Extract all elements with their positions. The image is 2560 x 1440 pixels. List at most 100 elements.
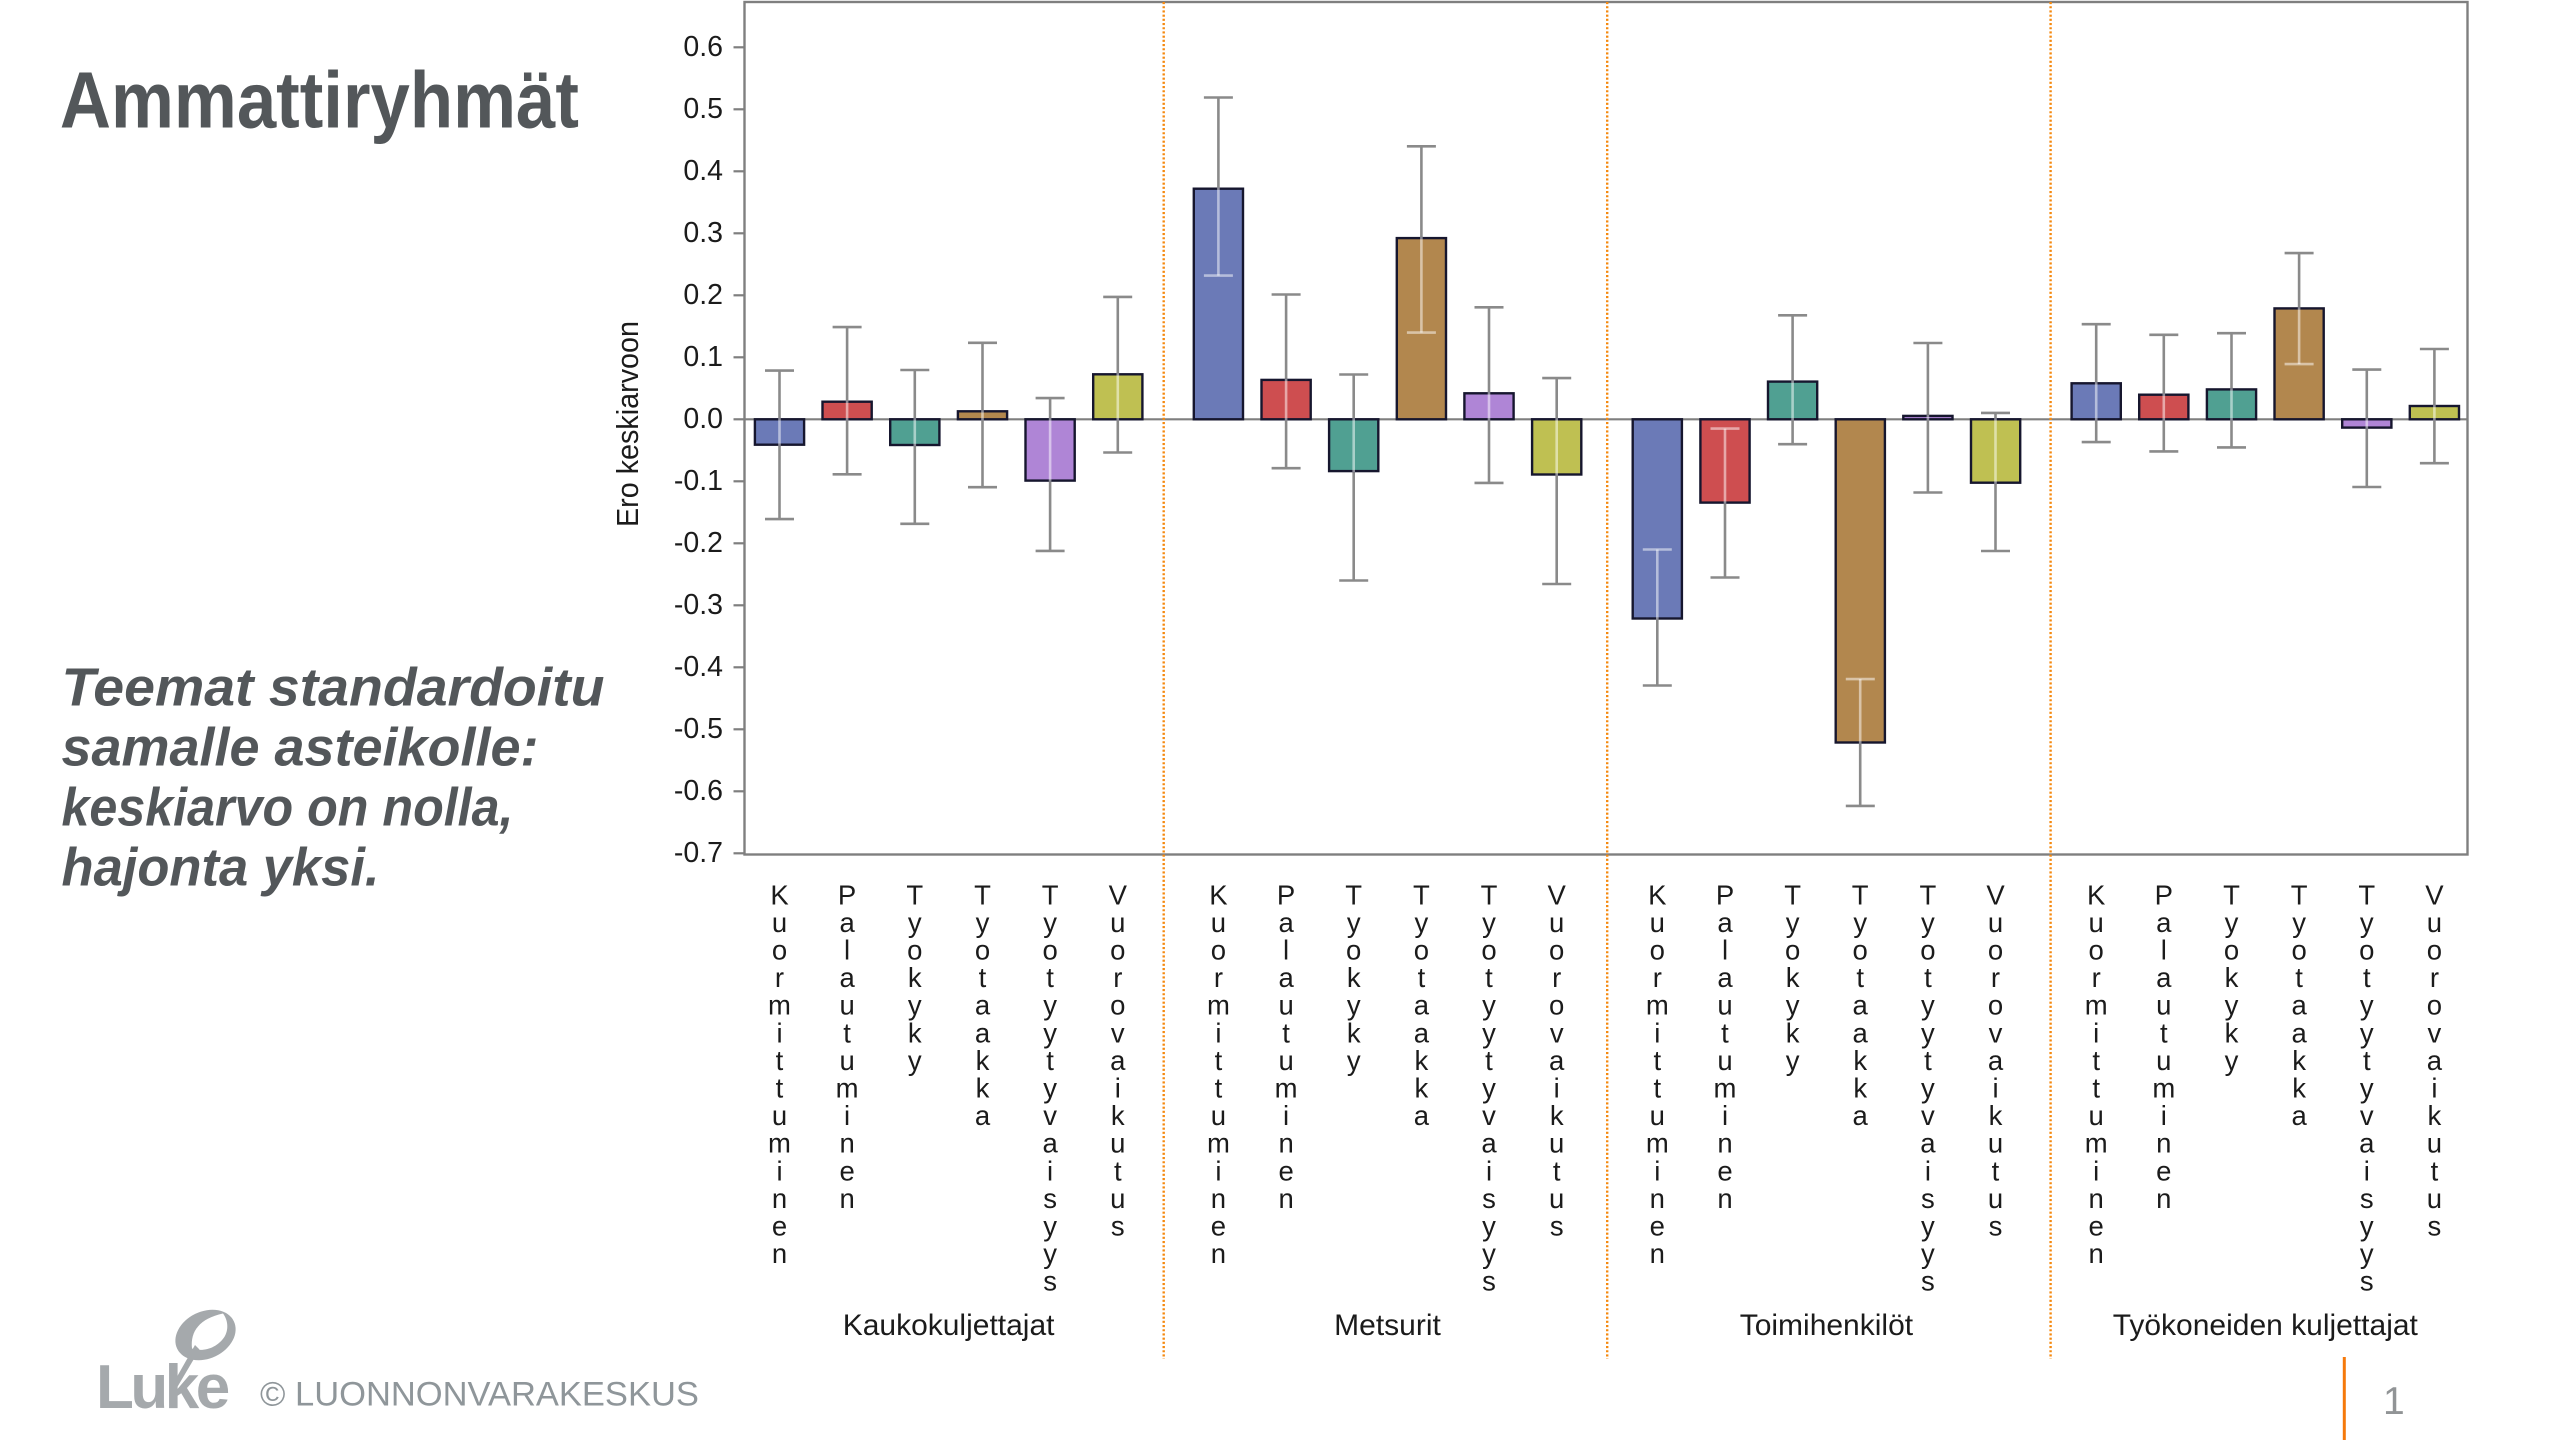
svg-text:k: k bbox=[908, 1017, 922, 1048]
svg-text:y: y bbox=[1921, 1211, 1935, 1242]
svg-text:o: o bbox=[1920, 935, 1935, 966]
svg-text:e: e bbox=[2089, 1211, 2104, 1242]
svg-text:y: y bbox=[1043, 990, 1057, 1021]
svg-text:s: s bbox=[1482, 1183, 1496, 1214]
svg-text:Kaukokuljettajat: Kaukokuljettajat bbox=[843, 1309, 1055, 1342]
svg-text:r: r bbox=[775, 962, 784, 993]
svg-text:a: a bbox=[1717, 962, 1733, 993]
svg-text:Luke: Luke bbox=[96, 1353, 229, 1422]
svg-text:-0.6: -0.6 bbox=[674, 775, 723, 807]
svg-text:y: y bbox=[1043, 907, 1057, 938]
svg-text:y: y bbox=[1482, 1017, 1496, 1048]
svg-text:t: t bbox=[1046, 962, 1054, 993]
svg-text:a: a bbox=[2291, 1100, 2307, 1131]
svg-text:u: u bbox=[2427, 1128, 2442, 1159]
svg-text:u: u bbox=[1549, 1183, 1564, 1214]
svg-text:t: t bbox=[1046, 1045, 1054, 1076]
svg-text:o: o bbox=[1481, 935, 1496, 966]
svg-text:y: y bbox=[2360, 1017, 2374, 1048]
svg-text:samalle asteikolle:: samalle asteikolle: bbox=[62, 717, 539, 777]
svg-text:V: V bbox=[2425, 879, 2444, 910]
svg-text:a: a bbox=[2291, 1017, 2307, 1048]
svg-text:u: u bbox=[1650, 907, 1665, 938]
svg-text:y: y bbox=[1921, 1238, 1935, 1269]
svg-text:e: e bbox=[1650, 1211, 1665, 1242]
svg-text:o: o bbox=[1785, 935, 1800, 966]
svg-text:t: t bbox=[2431, 1155, 2439, 1186]
svg-text:T: T bbox=[2223, 879, 2240, 910]
svg-text:t: t bbox=[776, 1073, 784, 1104]
svg-text:y: y bbox=[2360, 1211, 2374, 1242]
svg-text:a: a bbox=[1717, 907, 1733, 938]
svg-text:t: t bbox=[2092, 1045, 2100, 1076]
svg-text:y: y bbox=[1482, 1073, 1496, 1104]
svg-text:y: y bbox=[1786, 907, 1800, 938]
svg-text:k: k bbox=[2225, 1017, 2239, 1048]
svg-text:v: v bbox=[2428, 1017, 2442, 1048]
svg-text:0.3: 0.3 bbox=[683, 217, 723, 249]
svg-text:a: a bbox=[2359, 1128, 2375, 1159]
svg-text:t: t bbox=[843, 1017, 851, 1048]
svg-text:m: m bbox=[836, 1073, 859, 1104]
svg-text:u: u bbox=[1110, 907, 1125, 938]
svg-text:k: k bbox=[976, 1073, 990, 1104]
svg-text:0.5: 0.5 bbox=[683, 93, 723, 125]
svg-text:o: o bbox=[1549, 990, 1564, 1021]
svg-text:n: n bbox=[1211, 1238, 1226, 1269]
svg-text:k: k bbox=[908, 962, 922, 993]
svg-text:y: y bbox=[1482, 907, 1496, 938]
svg-text:T: T bbox=[1042, 879, 1059, 910]
svg-text:a: a bbox=[2291, 990, 2307, 1021]
svg-text:u: u bbox=[1988, 1183, 2003, 1214]
svg-text:V: V bbox=[1548, 879, 1567, 910]
svg-text:Työkoneiden kuljettajat: Työkoneiden kuljettajat bbox=[2113, 1309, 2419, 1342]
svg-text:y: y bbox=[1482, 1211, 1496, 1242]
svg-text:t: t bbox=[1418, 962, 1426, 993]
svg-text:t: t bbox=[2295, 962, 2303, 993]
svg-text:t: t bbox=[1992, 1155, 2000, 1186]
svg-text:y: y bbox=[908, 907, 922, 938]
svg-text:K: K bbox=[2087, 879, 2106, 910]
svg-text:u: u bbox=[1278, 990, 1293, 1021]
svg-text:y: y bbox=[1043, 1238, 1057, 1269]
svg-text:t: t bbox=[1721, 1017, 1729, 1048]
svg-text:K: K bbox=[770, 879, 789, 910]
svg-text:a: a bbox=[2427, 1045, 2443, 1076]
svg-text:e: e bbox=[772, 1211, 787, 1242]
svg-text:m: m bbox=[1207, 1128, 1230, 1159]
svg-text:k: k bbox=[1347, 1017, 1361, 1048]
svg-text:y: y bbox=[1853, 907, 1867, 938]
svg-text:s: s bbox=[1550, 1211, 1564, 1242]
svg-text:-0.2: -0.2 bbox=[674, 527, 723, 559]
svg-text:u: u bbox=[1211, 907, 1226, 938]
svg-text:a: a bbox=[1414, 1100, 1430, 1131]
svg-text:k: k bbox=[2292, 1045, 2306, 1076]
svg-text:T: T bbox=[1784, 879, 1801, 910]
svg-text:T: T bbox=[1852, 879, 1869, 910]
svg-text:y: y bbox=[1043, 1073, 1057, 1104]
svg-text:o: o bbox=[907, 935, 922, 966]
svg-text:l: l bbox=[1283, 935, 1289, 966]
svg-text:m: m bbox=[768, 990, 791, 1021]
svg-text:k: k bbox=[1111, 1100, 1125, 1131]
svg-text:l: l bbox=[844, 935, 850, 966]
svg-text:k: k bbox=[1550, 1100, 1564, 1131]
svg-text:n: n bbox=[2089, 1238, 2104, 1269]
svg-text:u: u bbox=[839, 1045, 854, 1076]
svg-text:y: y bbox=[2225, 990, 2239, 1021]
svg-text:a: a bbox=[1110, 1045, 1126, 1076]
svg-text:e: e bbox=[839, 1155, 854, 1186]
svg-text:u: u bbox=[1988, 907, 2003, 938]
svg-text:i: i bbox=[1654, 1017, 1660, 1048]
svg-text:s: s bbox=[1989, 1211, 2003, 1242]
svg-text:V: V bbox=[1986, 879, 2005, 910]
svg-text:s: s bbox=[1043, 1183, 1057, 1214]
svg-text:u: u bbox=[2089, 1100, 2104, 1131]
svg-text:i: i bbox=[1554, 1073, 1560, 1104]
svg-text:y: y bbox=[1786, 990, 1800, 1021]
svg-text:t: t bbox=[1856, 962, 1864, 993]
svg-text:t: t bbox=[2160, 1017, 2168, 1048]
svg-text:T: T bbox=[2358, 879, 2375, 910]
svg-text:t: t bbox=[1553, 1155, 1561, 1186]
svg-text:y: y bbox=[2360, 1238, 2374, 1269]
